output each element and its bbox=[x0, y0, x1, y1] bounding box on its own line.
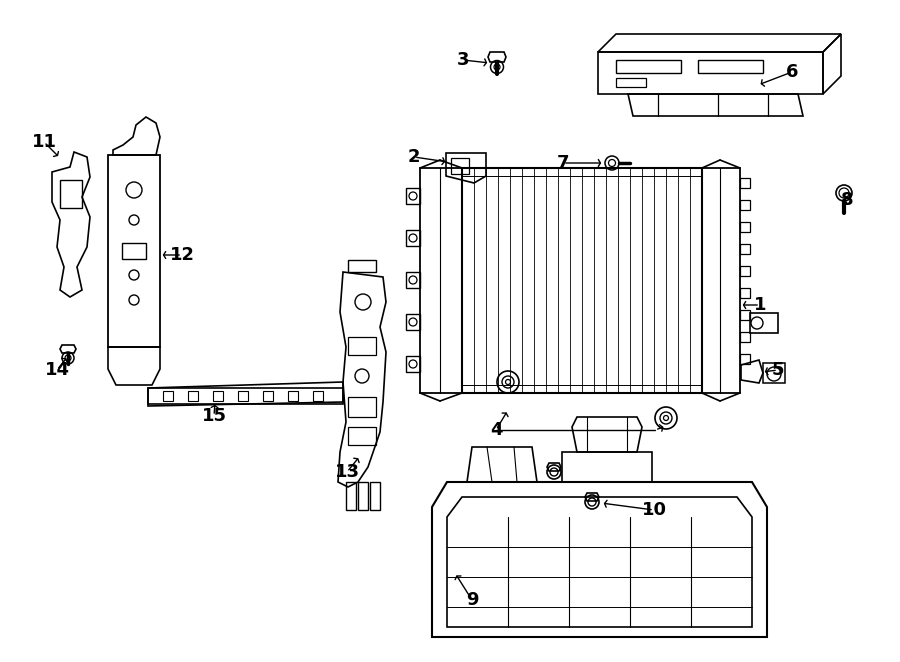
Text: 14: 14 bbox=[44, 361, 69, 379]
Text: 13: 13 bbox=[335, 463, 359, 481]
Text: 9: 9 bbox=[466, 591, 478, 609]
Bar bbox=[346, 482, 356, 510]
Bar bbox=[740, 288, 750, 298]
Bar bbox=[406, 188, 420, 204]
Text: 7: 7 bbox=[557, 154, 569, 172]
Text: 15: 15 bbox=[202, 407, 227, 425]
Text: 2: 2 bbox=[408, 148, 420, 166]
Bar bbox=[740, 310, 750, 320]
Text: 3: 3 bbox=[457, 51, 469, 69]
Text: 12: 12 bbox=[169, 246, 194, 264]
Text: 10: 10 bbox=[642, 501, 667, 519]
Bar bbox=[420, 168, 462, 393]
Text: 1: 1 bbox=[754, 296, 766, 314]
Bar bbox=[348, 337, 376, 355]
Bar bbox=[313, 391, 323, 401]
Bar bbox=[108, 155, 160, 347]
Bar bbox=[740, 354, 750, 364]
Bar bbox=[406, 272, 420, 288]
Bar bbox=[616, 60, 681, 73]
Bar bbox=[213, 391, 223, 401]
Bar bbox=[288, 391, 298, 401]
Bar bbox=[740, 332, 750, 342]
Bar bbox=[358, 482, 368, 510]
Bar bbox=[263, 391, 273, 401]
Bar bbox=[406, 230, 420, 246]
Bar bbox=[406, 314, 420, 330]
Bar bbox=[163, 391, 173, 401]
Text: 8: 8 bbox=[841, 191, 853, 209]
Bar bbox=[740, 200, 750, 210]
Bar bbox=[60, 180, 82, 208]
Bar bbox=[763, 363, 785, 383]
Bar bbox=[406, 356, 420, 372]
Bar bbox=[122, 243, 146, 259]
Bar bbox=[348, 397, 376, 417]
Text: 11: 11 bbox=[32, 133, 57, 151]
Bar bbox=[451, 158, 469, 174]
Text: 4: 4 bbox=[490, 421, 502, 439]
Text: 5: 5 bbox=[772, 361, 784, 379]
Bar bbox=[188, 391, 198, 401]
Text: 6: 6 bbox=[786, 63, 798, 81]
Bar bbox=[740, 222, 750, 232]
Bar bbox=[462, 168, 702, 393]
Bar bbox=[702, 168, 740, 393]
Bar bbox=[348, 260, 376, 272]
Bar bbox=[740, 178, 750, 188]
Bar bbox=[698, 60, 763, 73]
Bar bbox=[148, 388, 343, 404]
Bar bbox=[370, 482, 380, 510]
Bar bbox=[750, 313, 778, 333]
Bar bbox=[238, 391, 248, 401]
Bar bbox=[740, 244, 750, 254]
Bar bbox=[348, 427, 376, 445]
Bar bbox=[740, 266, 750, 276]
Bar bbox=[616, 78, 646, 87]
